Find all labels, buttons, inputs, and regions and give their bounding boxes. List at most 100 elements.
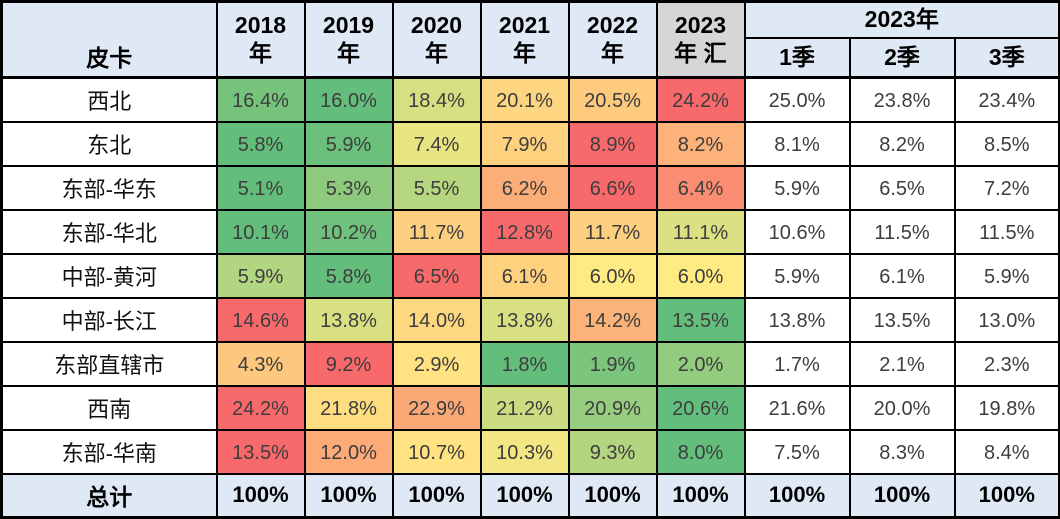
quarter-value-cell: 2.1% xyxy=(848,340,956,387)
year-value-cell: 13.5% xyxy=(215,428,306,475)
total-value-cell: 100% xyxy=(743,472,851,519)
quarter-header-q1: 1季 xyxy=(743,36,851,79)
quarter-value-cell: 8.1% xyxy=(743,120,851,167)
quarter-value-cell: 13.8% xyxy=(743,296,851,343)
quarter-value-cell: 5.9% xyxy=(743,252,851,299)
year-value-cell: 5.8% xyxy=(303,252,394,299)
quarter-value-cell: 13.0% xyxy=(953,296,1060,343)
table-row: 东部直辖市 4.3% 9.2% 2.9% 1.8% 1.9% 2.0% 1.7% 2.1% 2.3… xyxy=(0,340,1060,387)
header-row-quarters: 1季 2季 3季 xyxy=(2,36,1060,79)
row-label: 中部-长江 xyxy=(0,296,218,343)
year-value-cell: 12.8% xyxy=(479,208,570,255)
year-value-cell: 9.3% xyxy=(567,428,658,475)
quarter-header-q3: 3季 xyxy=(953,36,1060,79)
quarter-value-cell: 23.4% xyxy=(953,76,1060,123)
table-row: 西南 24.2% 21.8% 22.9% 21.2% 20.9% 20.6% 21.6% 20.… xyxy=(0,384,1060,431)
quarter-value-cell: 21.6% xyxy=(743,384,851,431)
year-value-cell: 5.3% xyxy=(303,164,394,211)
row-label: 东部-华东 xyxy=(0,164,218,211)
year-value-cell: 7.9% xyxy=(479,120,570,167)
year-value-cell: 16.0% xyxy=(303,76,394,123)
year-value-cell: 11.7% xyxy=(567,208,658,255)
table-row: 东部-华南 13.5% 12.0% 10.7% 10.3% 9.3% 8.0% 7.5% 8.3… xyxy=(0,428,1060,475)
total-value-cell: 100% xyxy=(655,472,746,519)
year-value-cell: 13.8% xyxy=(303,296,394,343)
year-value-cell: 10.3% xyxy=(479,428,570,475)
year-value-cell: 6.0% xyxy=(655,252,746,299)
quarter-value-cell: 8.2% xyxy=(848,120,956,167)
year-value-cell: 1.9% xyxy=(567,340,658,387)
year-value-cell: 8.2% xyxy=(655,120,746,167)
year-value-cell: 14.6% xyxy=(215,296,306,343)
year-value-cell: 20.6% xyxy=(655,384,746,431)
row-label: 东部-华南 xyxy=(0,428,218,475)
quarter-value-cell: 13.5% xyxy=(848,296,956,343)
year-value-cell: 5.5% xyxy=(391,164,482,211)
table-row: 东部-华北 10.1% 10.2% 11.7% 12.8% 11.7% 11.1% 10.6%… xyxy=(0,208,1060,255)
year-value-cell: 5.8% xyxy=(215,120,306,167)
quarter-value-cell: 5.9% xyxy=(743,164,851,211)
year-value-cell: 13.5% xyxy=(655,296,746,343)
year-value-cell: 9.2% xyxy=(303,340,394,387)
year-header-2023-total: 2023 年 汇 xyxy=(655,0,746,79)
year-value-cell: 16.4% xyxy=(215,76,306,123)
quarter-header-q2: 2季 xyxy=(848,36,956,79)
year-header-2019: 2019 年 xyxy=(303,0,394,79)
year-value-cell: 13.8% xyxy=(479,296,570,343)
year-value-cell: 14.2% xyxy=(567,296,658,343)
quarter-value-cell: 10.6% xyxy=(743,208,851,255)
year-value-cell: 11.7% xyxy=(391,208,482,255)
quarter-value-cell: 7.2% xyxy=(953,164,1060,211)
table-footer: 总计 100% 100% 100% 100% 100% 100% 100% 100% 100% xyxy=(0,472,1060,519)
year-value-cell: 6.5% xyxy=(391,252,482,299)
year-header-2020: 2020 年 xyxy=(391,0,482,79)
quarter-value-cell: 23.8% xyxy=(848,76,956,123)
year-value-cell: 7.4% xyxy=(391,120,482,167)
total-value-cell: 100% xyxy=(479,472,570,519)
total-row: 总计 100% 100% 100% 100% 100% 100% 100% 100% 100% xyxy=(0,472,1060,519)
quarter-value-cell: 7.5% xyxy=(743,428,851,475)
year-value-cell: 12.0% xyxy=(303,428,394,475)
quarter-value-cell: 11.5% xyxy=(848,208,956,255)
row-label: 中部-黄河 xyxy=(0,252,218,299)
total-value-cell: 100% xyxy=(953,472,1060,519)
quarter-value-cell: 6.1% xyxy=(848,252,956,299)
year-value-cell: 6.0% xyxy=(567,252,658,299)
corner-label: 皮卡 xyxy=(0,0,218,79)
header-row-top: 皮卡 2018 年 2019 年 2020 年 2021 年 2022 年 20… xyxy=(0,0,1060,79)
quarter-value-cell: 19.8% xyxy=(953,384,1060,431)
table-row: 东部-华东 5.1% 5.3% 5.5% 6.2% 6.6% 6.4% 5.9% 6.5% 7.2… xyxy=(0,164,1060,211)
total-value-cell: 100% xyxy=(567,472,658,519)
table-row: 中部-黄河 5.9% 5.8% 6.5% 6.1% 6.0% 6.0% 5.9% 6.1% 5.9… xyxy=(0,252,1060,299)
year-value-cell: 2.9% xyxy=(391,340,482,387)
quarter-value-cell: 5.9% xyxy=(953,252,1060,299)
year-value-cell: 24.2% xyxy=(655,76,746,123)
row-label: 东部-华北 xyxy=(0,208,218,255)
total-value-cell: 100% xyxy=(215,472,306,519)
table-row: 西北 16.4% 16.0% 18.4% 20.1% 20.5% 24.2% 25.0% 23.… xyxy=(0,76,1060,123)
year-value-cell: 10.2% xyxy=(303,208,394,255)
row-label: 东北 xyxy=(0,120,218,167)
quarter-value-cell: 8.3% xyxy=(848,428,956,475)
year-value-cell: 5.1% xyxy=(215,164,306,211)
year-value-cell: 11.1% xyxy=(655,208,746,255)
year-value-cell: 8.9% xyxy=(567,120,658,167)
year-value-cell: 22.9% xyxy=(391,384,482,431)
year-value-cell: 21.2% xyxy=(479,384,570,431)
year-value-cell: 10.7% xyxy=(391,428,482,475)
quarter-value-cell: 25.0% xyxy=(743,76,851,123)
total-value-cell: 100% xyxy=(391,472,482,519)
quarter-value-cell: 1.7% xyxy=(743,340,851,387)
year-header-2021: 2021 年 xyxy=(479,0,570,79)
quarter-value-cell: 11.5% xyxy=(953,208,1060,255)
year-value-cell: 18.4% xyxy=(391,76,482,123)
year-value-cell: 21.8% xyxy=(303,384,394,431)
quarter-value-cell: 2.3% xyxy=(953,340,1060,387)
year-header-2022: 2022 年 xyxy=(567,0,658,79)
year-value-cell: 20.5% xyxy=(567,76,658,123)
row-label: 西北 xyxy=(0,76,218,123)
quarter-value-cell: 20.0% xyxy=(848,384,956,431)
year-value-cell: 20.9% xyxy=(567,384,658,431)
year-value-cell: 5.9% xyxy=(303,120,394,167)
